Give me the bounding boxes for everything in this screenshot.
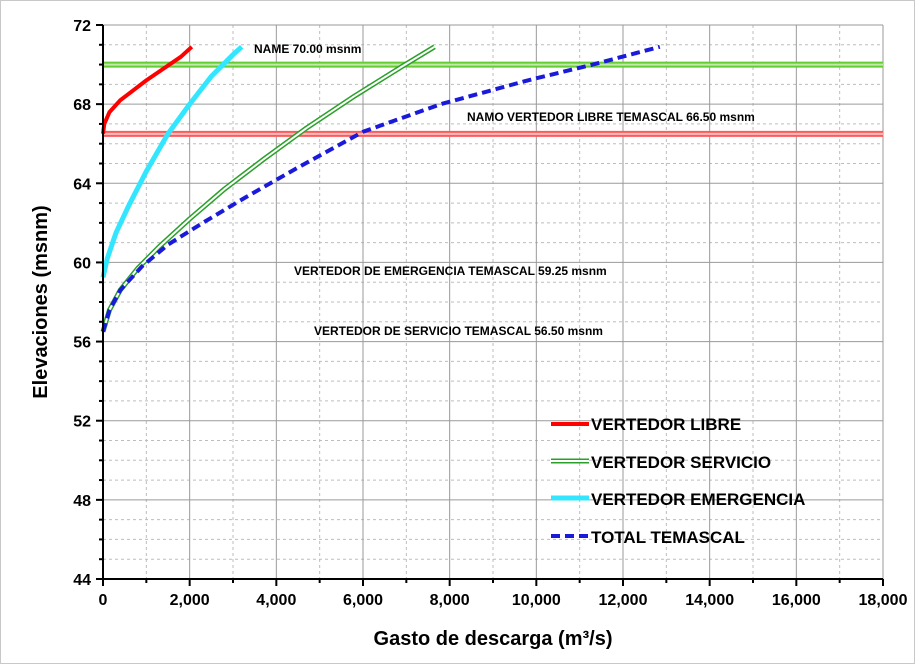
- x-tick-label: 4,000: [256, 592, 296, 609]
- legend-label-vertedor-emergencia: VERTEDOR EMERGENCIA: [591, 490, 805, 509]
- axes: [96, 24, 884, 586]
- x-tick-label: 12,000: [599, 592, 648, 609]
- y-tick-label: 68: [73, 97, 91, 114]
- x-tick-label: 2,000: [170, 592, 210, 609]
- annotation-servicio: VERTEDOR DE SERVICIO TEMASCAL 56.50 msnm: [314, 324, 603, 338]
- x-tick-label: 6,000: [343, 592, 383, 609]
- series-group: [100, 44, 661, 333]
- y-tick-label: 44: [73, 572, 91, 589]
- legend-label-total-temascal: TOTAL TEMASCAL: [591, 528, 745, 547]
- y-axis-title: Elevaciones (msnm): [30, 205, 52, 398]
- series-line-3: [101, 44, 661, 333]
- reference-lines: [103, 61, 883, 137]
- ref-label-name: NAME 70.00 msnm: [254, 42, 361, 56]
- x-tick-label: 8,000: [430, 592, 470, 609]
- y-tick-label: 72: [73, 18, 91, 35]
- major-grid: [103, 24, 884, 579]
- x-tick-label: 0: [99, 592, 108, 609]
- x-tick-label: 18,000: [859, 592, 908, 609]
- y-tick-label: 60: [73, 255, 91, 272]
- series-line-2: [100, 44, 244, 278]
- x-axis-title: Gasto de descarga (m³/s): [374, 628, 613, 650]
- x-tick-labels: 0 2,000 4,000 6,000 8,000 10,000 12,000 14,000 1…: [99, 592, 908, 609]
- series-line-0: [101, 45, 194, 135]
- y-tick-label: 64: [73, 176, 91, 193]
- x-tick-label: 14,000: [685, 592, 734, 609]
- legend-label-vertedor-servicio: VERTEDOR SERVICIO: [591, 453, 771, 472]
- annotation-emergencia: VERTEDOR DE EMERGENCIA TEMASCAL 59.25 ms…: [294, 264, 607, 278]
- y-tick-label: 48: [73, 493, 91, 510]
- legend: VERTEDOR LIBRE VERTEDOR SERVICIO VERTEDO…: [551, 415, 805, 547]
- y-tick-label: 52: [73, 414, 91, 431]
- y-tick-label: 56: [73, 335, 91, 352]
- ref-label-namo: NAMO VERTEDOR LIBRE TEMASCAL 66.50 msnm: [467, 110, 755, 124]
- y-tick-labels: 44 48 52 56 60 64 68 72: [73, 18, 91, 589]
- x-tick-label: 10,000: [512, 592, 561, 609]
- series-line-core-1: [102, 45, 436, 332]
- x-tick-label: 16,000: [772, 592, 821, 609]
- legend-label-vertedor-libre: VERTEDOR LIBRE: [591, 415, 741, 434]
